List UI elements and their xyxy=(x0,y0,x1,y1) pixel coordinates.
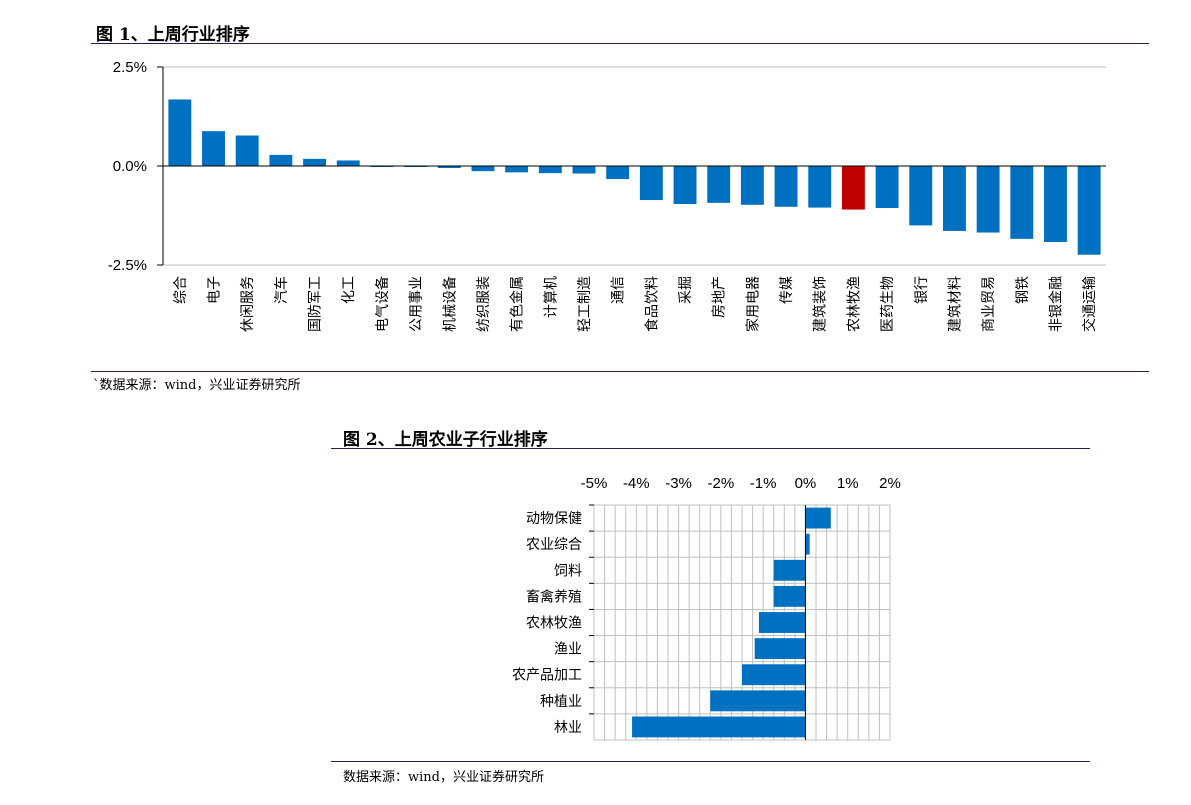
y-category-label: 动物保健 xyxy=(526,511,582,527)
bar xyxy=(1077,166,1101,255)
bar xyxy=(909,166,933,226)
y-tick-label: -2.5% xyxy=(108,257,147,274)
figure2-source: 数据来源：wind，兴业证券研究所 xyxy=(343,770,544,785)
bar xyxy=(572,166,596,174)
figure1-source: `数据来源：wind，兴业证券研究所 xyxy=(93,378,301,393)
bar xyxy=(805,507,831,529)
x-category-label: 非银金融 xyxy=(1048,276,1064,332)
figure2-top-rule xyxy=(331,448,1090,449)
figure2-title: 图 2、上周农业子行业排序 xyxy=(343,430,548,450)
x-category-label: 纺织服装 xyxy=(476,276,492,332)
y-tick-label: 0.0% xyxy=(113,158,147,175)
x-tick-label: -2% xyxy=(708,475,735,492)
y-tick-label: 2.5% xyxy=(113,59,147,76)
x-category-label: 银行 xyxy=(914,276,930,304)
bar xyxy=(471,166,495,172)
bar xyxy=(1044,166,1067,243)
bar xyxy=(639,166,663,201)
bar xyxy=(1010,166,1034,239)
y-category-label: 种植业 xyxy=(540,694,582,710)
bar xyxy=(168,99,192,166)
bar xyxy=(976,166,1000,233)
figure1-bottom-rule xyxy=(91,371,1149,372)
figure1-top-rule xyxy=(91,43,1149,44)
x-category-label: 家用电器 xyxy=(744,276,761,332)
bar xyxy=(758,612,806,633)
x-tick-label: -1% xyxy=(750,475,777,492)
x-category-label: 食品饮料 xyxy=(643,276,660,332)
x-category-label: 化工 xyxy=(341,276,357,304)
y-category-label: 渔业 xyxy=(554,642,582,658)
x-category-label: 采掘 xyxy=(678,276,694,304)
bar xyxy=(437,166,461,168)
bar xyxy=(754,638,806,660)
bar xyxy=(774,166,798,207)
bar xyxy=(710,690,806,712)
x-category-label: 综合 xyxy=(173,276,189,304)
x-category-label: 公用事业 xyxy=(409,276,425,332)
x-category-label: 计算机 xyxy=(543,276,559,318)
bar xyxy=(202,131,225,166)
bar xyxy=(632,716,806,738)
x-category-label: 建筑装饰 xyxy=(813,276,829,332)
figure1-title: 图 1、上周行业排序 xyxy=(96,25,250,45)
x-tick-label: -4% xyxy=(623,475,650,492)
x-category-label: 商业贸易 xyxy=(981,276,997,332)
bar xyxy=(841,166,865,210)
bar xyxy=(773,559,806,581)
bar xyxy=(773,585,806,607)
x-category-label: 有色金属 xyxy=(509,276,526,332)
figure2-bottom-rule xyxy=(331,761,1090,762)
x-category-label: 钢铁 xyxy=(1015,276,1031,304)
x-category-label: 电气设备 xyxy=(374,276,391,332)
x-category-label: 汽车 xyxy=(273,276,290,304)
bar xyxy=(740,166,764,205)
x-tick-label: 2% xyxy=(879,475,901,492)
bar xyxy=(538,166,562,174)
bar xyxy=(235,135,259,166)
x-tick-label: 0% xyxy=(795,475,817,492)
bar xyxy=(808,166,832,208)
x-tick-label: -3% xyxy=(665,475,692,492)
y-category-label: 农业综合 xyxy=(526,537,582,553)
x-category-label: 传媒 xyxy=(779,276,795,304)
x-category-label: 房地产 xyxy=(712,276,728,318)
y-category-label: 畜禽养殖 xyxy=(526,588,582,605)
x-category-label: 国防军工 xyxy=(308,276,324,332)
x-category-label: 农林牧渔 xyxy=(846,276,862,332)
bar xyxy=(875,166,899,208)
y-category-label: 饲料 xyxy=(554,563,582,579)
bar xyxy=(707,166,731,203)
bar xyxy=(673,166,697,205)
bar xyxy=(505,166,529,173)
x-category-label: 通信 xyxy=(611,276,627,304)
y-category-label: 林业 xyxy=(554,720,582,736)
x-category-label: 休闲服务 xyxy=(240,276,256,332)
bar xyxy=(269,154,293,166)
x-category-label: 交通运输 xyxy=(1081,276,1098,332)
bar xyxy=(942,166,966,231)
x-tick-label: -5% xyxy=(581,475,608,492)
bar xyxy=(336,160,360,166)
bar xyxy=(742,664,806,686)
x-category-label: 机械设备 xyxy=(441,276,458,332)
x-tick-label: 1% xyxy=(837,475,859,492)
y-category-label: 农林牧渔 xyxy=(526,616,582,632)
x-category-label: 医药生物 xyxy=(880,276,896,332)
x-category-label: 轻工制造 xyxy=(577,276,593,332)
bar xyxy=(805,533,810,555)
x-category-label: 建筑材料 xyxy=(947,276,963,332)
bar xyxy=(606,166,630,180)
bar xyxy=(303,158,327,166)
y-category-label: 农产品加工 xyxy=(512,668,582,684)
x-category-label: 电子 xyxy=(207,276,223,304)
